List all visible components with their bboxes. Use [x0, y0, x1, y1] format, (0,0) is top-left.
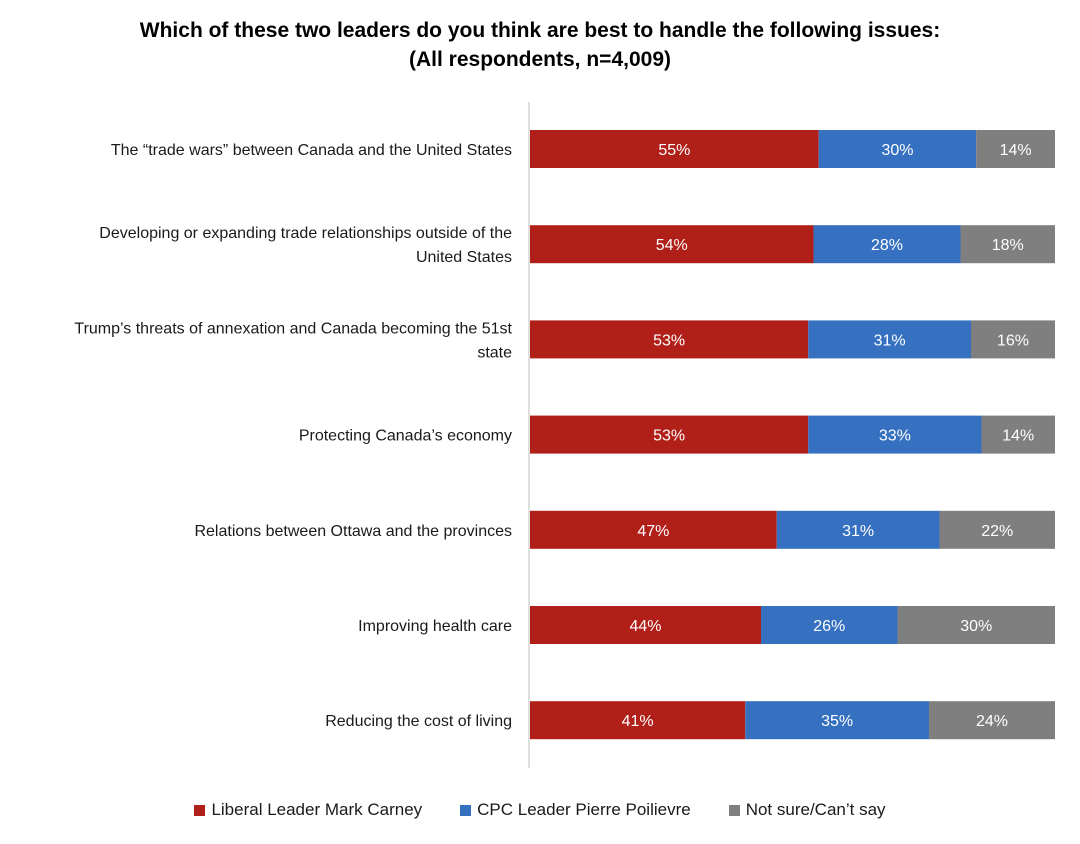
- bar-not-sure-2: [960, 225, 1055, 264]
- category-label-2-line-2: United States: [416, 249, 512, 266]
- legend-label-carney: Liberal Leader Mark Carney: [211, 800, 423, 819]
- category-label-3-line-1: Trump’s threats of annexation and Canada…: [74, 320, 512, 337]
- legend-label-not-sure: Not sure/Can’t say: [745, 800, 886, 819]
- category-label-4-line-1: Protecting Canada’s economy: [299, 428, 512, 445]
- bar-label-poilievre-3: 31%: [874, 332, 906, 349]
- chart-title: Which of these two leaders do you think …: [0, 16, 1080, 74]
- bar-label-not-sure-4: 14%: [1002, 428, 1034, 445]
- legend-item-poilievre: CPC Leader Pierre Poilievre: [460, 800, 691, 820]
- category-label-5-line-1: Relations between Ottawa and the provinc…: [194, 523, 512, 540]
- category-label-3-line-2: state: [477, 344, 512, 361]
- bar-label-poilievre-2: 28%: [871, 237, 903, 254]
- bar-label-not-sure-5: 22%: [981, 523, 1013, 540]
- bar-carney-2: [530, 225, 814, 264]
- bar-label-not-sure-7: 24%: [976, 713, 1008, 730]
- category-label-1-line-1: The “trade wars” between Canada and the …: [111, 142, 512, 159]
- bar-label-not-sure-6: 30%: [960, 618, 992, 635]
- bar-label-not-sure-2: 18%: [992, 237, 1024, 254]
- bar-poilievre-6: [761, 606, 898, 644]
- bar-not-sure-6: [897, 606, 1055, 644]
- bar-poilievre-1: [818, 130, 977, 168]
- bar-poilievre-2: [813, 225, 961, 264]
- bar-not-sure-1: [976, 130, 1055, 168]
- bar-not-sure-3: [971, 320, 1055, 359]
- bar-carney-6: [530, 606, 761, 644]
- bar-label-not-sure-3: 16%: [997, 332, 1029, 349]
- legend-label-poilievre: CPC Leader Pierre Poilievre: [477, 800, 691, 819]
- category-label-7-line-1: Reducing the cost of living: [325, 713, 512, 730]
- bar-not-sure-5: [939, 510, 1055, 549]
- bar-label-poilievre-6: 26%: [813, 618, 845, 635]
- chart-legend: Liberal Leader Mark Carney CPC Leader Pi…: [0, 800, 1080, 820]
- bar-label-carney-5: 47%: [637, 523, 669, 540]
- bar-label-carney-1: 55%: [658, 142, 690, 159]
- category-label-6: Improving health care: [358, 618, 512, 635]
- category-label-2: Developing or expanding trade relationsh…: [99, 225, 512, 266]
- bar-carney-4: [530, 415, 809, 454]
- bar-label-carney-3: 53%: [653, 332, 685, 349]
- bar-poilievre-4: [808, 415, 982, 454]
- legend-swatch-carney: [194, 804, 206, 816]
- bar-label-carney-7: 41%: [622, 713, 654, 730]
- bar-label-carney-2: 54%: [656, 237, 688, 254]
- bar-carney-5: [530, 510, 777, 549]
- legend-item-carney: Liberal Leader Mark Carney: [194, 800, 422, 820]
- legend-item-not-sure: Not sure/Can’t say: [728, 800, 886, 820]
- bar-label-poilievre-5: 31%: [842, 523, 874, 540]
- category-label-2-line-1: Developing or expanding trade relationsh…: [99, 225, 512, 242]
- bar-poilievre-3: [808, 320, 971, 359]
- category-label-4: Protecting Canada’s economy: [299, 428, 512, 445]
- category-label-5: Relations between Ottawa and the provinc…: [194, 523, 512, 540]
- bar-carney-1: [530, 130, 819, 168]
- chart-title-line-1: Which of these two leaders do you think …: [139, 19, 941, 42]
- bar-label-poilievre-7: 35%: [821, 713, 853, 730]
- category-label-1: The “trade wars” between Canada and the …: [111, 142, 512, 159]
- bar-not-sure-7: [929, 701, 1055, 740]
- bar-carney-3: [530, 320, 809, 359]
- category-label-6-line-1: Improving health care: [358, 618, 512, 635]
- chart-title-line-2: (All respondents, n=4,009): [409, 48, 671, 71]
- legend-swatch-not-sure: [728, 804, 740, 816]
- category-label-3: Trump’s threats of annexation and Canada…: [74, 320, 512, 361]
- bar-label-carney-4: 53%: [653, 428, 685, 445]
- bar-label-carney-6: 44%: [629, 618, 661, 635]
- category-label-7: Reducing the cost of living: [325, 713, 512, 730]
- bar-poilievre-7: [745, 701, 929, 740]
- legend-swatch-poilievre: [460, 804, 472, 816]
- bar-label-poilievre-4: 33%: [879, 428, 911, 445]
- bar-label-not-sure-1: 14%: [1000, 142, 1032, 159]
- bar-label-poilievre-1: 30%: [881, 142, 913, 159]
- bar-not-sure-4: [981, 415, 1055, 454]
- bar-poilievre-5: [776, 510, 940, 549]
- bar-carney-7: [530, 701, 746, 740]
